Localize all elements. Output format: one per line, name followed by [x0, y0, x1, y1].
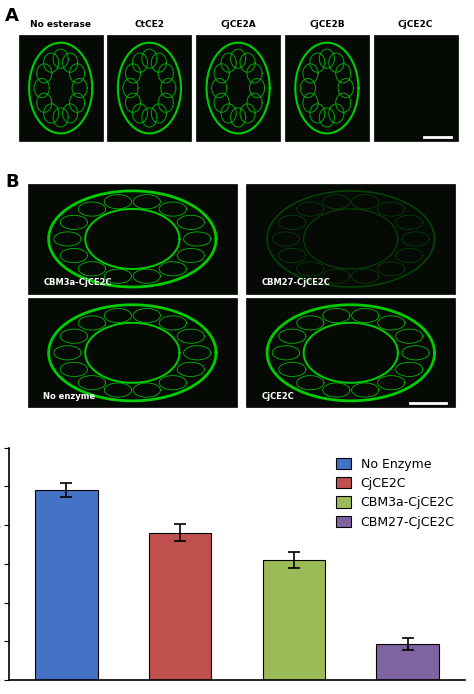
Text: CjCE2A: CjCE2A [220, 21, 256, 30]
Bar [149, 533, 211, 680]
Text: B: B [5, 173, 18, 191]
Legend: No Enzyme, CjCE2C, CBM3a-CjCE2C, CBM27-CjCE2C: No Enzyme, CjCE2C, CBM3a-CjCE2C, CBM27-C… [332, 454, 458, 532]
Text: CBM27-CjCE2C: CBM27-CjCE2C [262, 278, 331, 287]
Text: No esterase: No esterase [30, 21, 91, 30]
Text: CjCE2C: CjCE2C [262, 392, 295, 401]
Text: A: A [5, 8, 19, 26]
Text: CjCE2B: CjCE2B [309, 21, 345, 30]
Text: No enzyme: No enzyme [44, 392, 95, 401]
Text: CBM3a-CjCE2C: CBM3a-CjCE2C [44, 278, 112, 287]
Bar [263, 560, 325, 680]
Text: CtCE2: CtCE2 [135, 21, 164, 30]
Bar [35, 491, 98, 680]
Bar [376, 644, 439, 680]
Text: CjCE2C: CjCE2C [398, 21, 433, 30]
